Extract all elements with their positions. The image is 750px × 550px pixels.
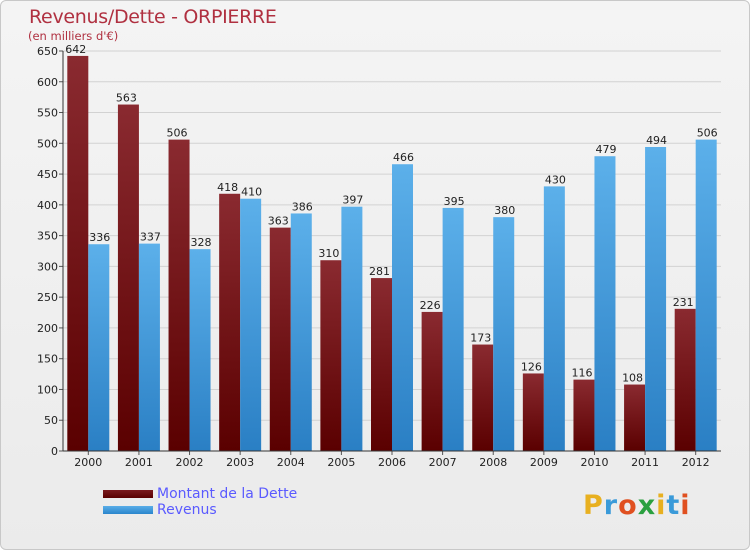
value-label-revenus: 328 (191, 236, 212, 249)
bar-revenus (240, 198, 262, 451)
bar-revenus (88, 244, 110, 451)
value-label-dette: 506 (167, 127, 188, 140)
bar-revenus (543, 186, 565, 451)
value-label-dette: 173 (470, 332, 491, 345)
value-label-dette: 226 (420, 299, 441, 312)
logo-letter: i (680, 490, 691, 521)
bar-revenus (645, 147, 667, 451)
y-tick-label: 250 (37, 291, 58, 304)
value-label-revenus: 466 (393, 151, 414, 164)
bar-revenus (189, 249, 211, 451)
value-label-dette: 563 (116, 92, 137, 105)
legend-swatch-dette (103, 490, 153, 498)
value-label-dette: 642 (65, 43, 86, 56)
y-tick-label: 150 (37, 353, 58, 366)
bar-dette (573, 379, 595, 451)
value-label-dette: 126 (521, 360, 542, 373)
value-label-revenus: 380 (494, 204, 515, 217)
value-label-revenus: 430 (545, 173, 566, 186)
x-tick-label: 2001 (125, 456, 153, 469)
value-label-revenus: 395 (444, 195, 465, 208)
value-label-revenus: 337 (140, 231, 161, 244)
bar-dette (219, 193, 241, 451)
value-label-dette: 418 (217, 181, 238, 194)
bar-dette (472, 344, 494, 451)
value-label-dette: 116 (571, 367, 592, 380)
x-tick-label: 2002 (176, 456, 204, 469)
x-axis-ticks: 2000 2001 2002 2003 2004 2005 2006 2007 2008 2009… (74, 451, 710, 469)
bars (67, 55, 717, 452)
logo-letter: t (666, 490, 681, 521)
legend-swatch-revenus (103, 506, 153, 514)
value-label-revenus: 397 (342, 194, 363, 207)
value-label-revenus: 506 (697, 127, 718, 140)
value-label-dette: 108 (622, 372, 643, 385)
y-tick-label: 400 (37, 199, 58, 212)
value-label-revenus: 336 (89, 231, 110, 244)
value-label-revenus: 479 (595, 143, 616, 156)
legend-label-dette: Montant de la Dette (157, 486, 298, 502)
value-label-dette: 281 (369, 265, 390, 278)
proxiti-logo: Proxiti (583, 490, 691, 521)
x-tick-label: 2003 (226, 456, 254, 469)
bar-revenus (392, 164, 413, 451)
bar-dette (421, 311, 443, 451)
bar-revenus (442, 207, 464, 451)
x-tick-label: 2010 (580, 456, 608, 469)
y-tick-label: 100 (37, 383, 58, 396)
bar-dette (117, 104, 139, 452)
bar-dette (67, 55, 89, 452)
bar-revenus (493, 217, 515, 451)
y-tick-label: 300 (37, 260, 58, 273)
bar-revenus (290, 213, 312, 451)
y-tick-label: 500 (37, 137, 58, 150)
value-label-revenus: 410 (241, 186, 262, 199)
value-label-dette: 231 (673, 296, 694, 309)
x-tick-label: 2009 (530, 456, 558, 469)
logo-letter: o (618, 490, 638, 521)
x-tick-label: 2008 (479, 456, 507, 469)
x-tick-label: 2007 (429, 456, 457, 469)
y-tick-label: 450 (37, 168, 58, 181)
bar-dette (522, 373, 544, 451)
bar-revenus (695, 139, 717, 451)
x-tick-label: 2000 (74, 456, 102, 469)
y-tick-label: 0 (51, 445, 58, 458)
chart-title: Revenus/Dette - ORPIERRE (29, 6, 277, 28)
bar-dette (371, 278, 392, 451)
logo-letter: i (656, 490, 667, 521)
x-tick-label: 2011 (631, 456, 659, 469)
bar-revenus (341, 206, 363, 451)
x-tick-label: 2012 (682, 456, 710, 469)
bar-dette (320, 260, 342, 451)
x-tick-label: 2004 (277, 456, 305, 469)
bar-revenus (594, 156, 616, 451)
y-tick-label: 200 (37, 322, 58, 335)
bar-dette (674, 308, 696, 451)
y-tick-label: 650 (37, 45, 58, 58)
y-axis-ticks: 0 50 100 150 200 250 300 350 400 450 500 550 600 650 (37, 45, 63, 458)
chart-subtitle: (en milliers d'€) (28, 29, 119, 43)
bar-dette (269, 227, 291, 451)
value-label-dette: 363 (268, 215, 289, 228)
logo-letter: x (637, 490, 657, 521)
x-tick-label: 2006 (378, 456, 406, 469)
bar-revenus (138, 243, 160, 451)
value-label-revenus: 386 (292, 200, 313, 213)
bar-dette (624, 384, 646, 451)
y-tick-label: 600 (37, 76, 58, 89)
y-tick-label: 350 (37, 230, 58, 243)
legend-label-revenus: Revenus (157, 502, 217, 518)
x-tick-label: 2005 (327, 456, 355, 469)
value-label-revenus: 494 (646, 134, 667, 147)
bar-dette (168, 139, 190, 451)
value-label-dette: 310 (318, 247, 339, 260)
y-tick-label: 550 (37, 107, 58, 120)
logo-letter: r (603, 490, 619, 521)
logo-letter: P (583, 490, 604, 521)
y-tick-label: 50 (44, 414, 58, 427)
